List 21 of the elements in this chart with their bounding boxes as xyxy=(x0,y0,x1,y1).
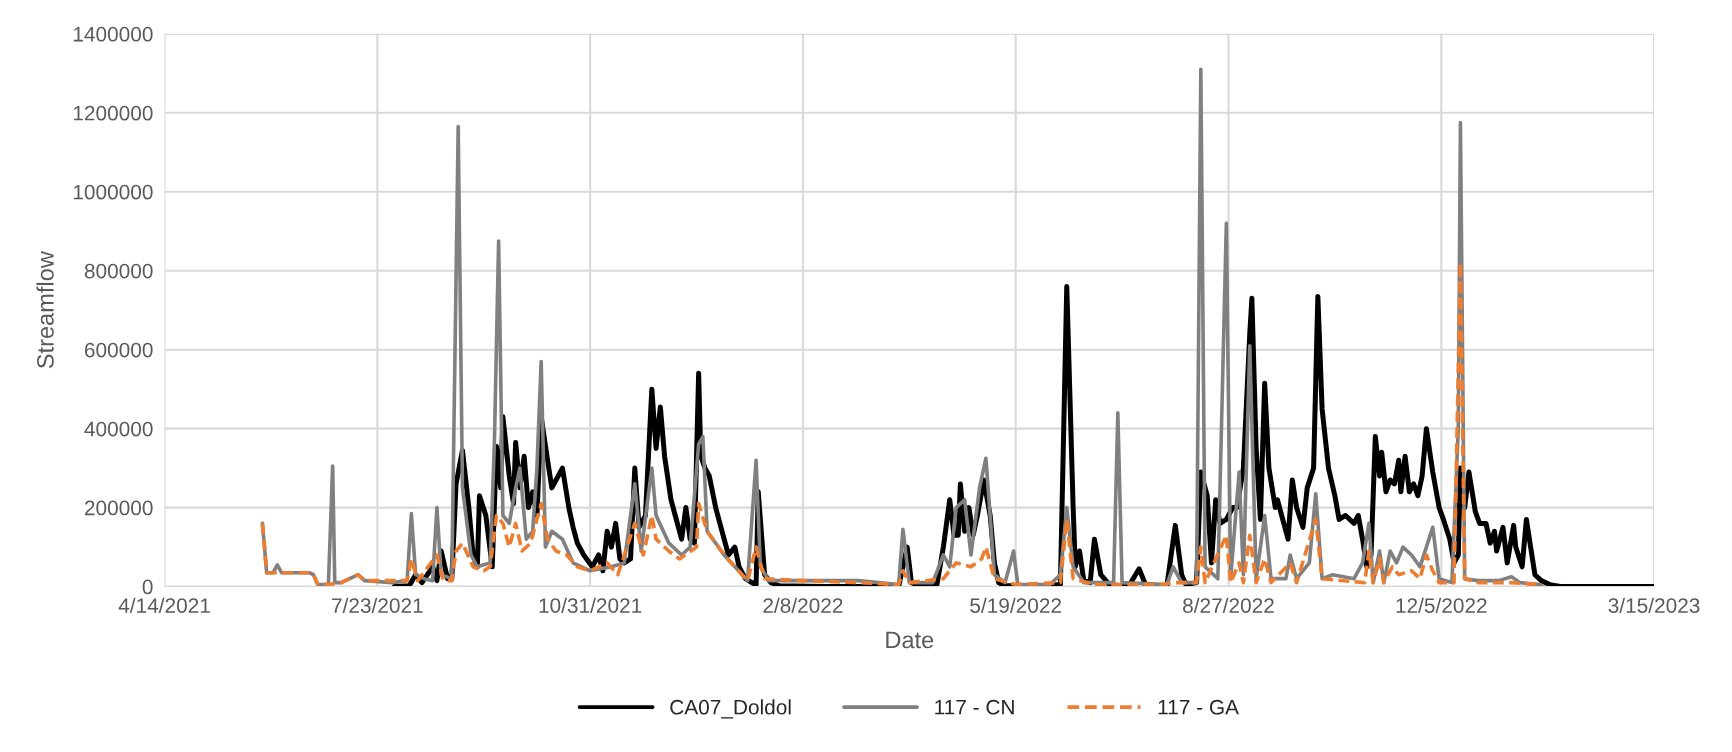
x-tick-label: 2/8/2022 xyxy=(763,597,843,613)
x-tick-label: 10/31/2021 xyxy=(539,597,642,613)
legend-label: 117 - GA xyxy=(1158,699,1239,715)
y-tick-label: 200000 xyxy=(84,500,153,516)
x-tick-label: 4/14/2021 xyxy=(118,597,210,613)
x-axis-title: Date xyxy=(886,631,934,649)
legend-label: 117 - CN xyxy=(935,699,1014,715)
legend-label: CA07_Doldol xyxy=(670,699,791,719)
y-axis-title: Streamflow xyxy=(36,251,54,369)
y-tick-label: 1200000 xyxy=(73,105,153,121)
x-tick-label: 7/23/2021 xyxy=(332,597,423,613)
y-tick-label: 1400000 xyxy=(73,26,153,42)
y-tick-label: 600000 xyxy=(84,342,153,358)
y-tick-label: 800000 xyxy=(84,263,153,279)
x-tick-label: 12/5/2022 xyxy=(1396,597,1487,613)
x-tick-label: 5/19/2022 xyxy=(970,597,1061,613)
x-tick-label: 8/27/2022 xyxy=(1183,597,1274,613)
y-tick-label: 1000000 xyxy=(73,184,153,200)
y-tick-label: 0 xyxy=(142,579,153,595)
x-tick-label: 3/15/2023 xyxy=(1608,597,1700,613)
y-tick-label: 400000 xyxy=(84,421,153,437)
